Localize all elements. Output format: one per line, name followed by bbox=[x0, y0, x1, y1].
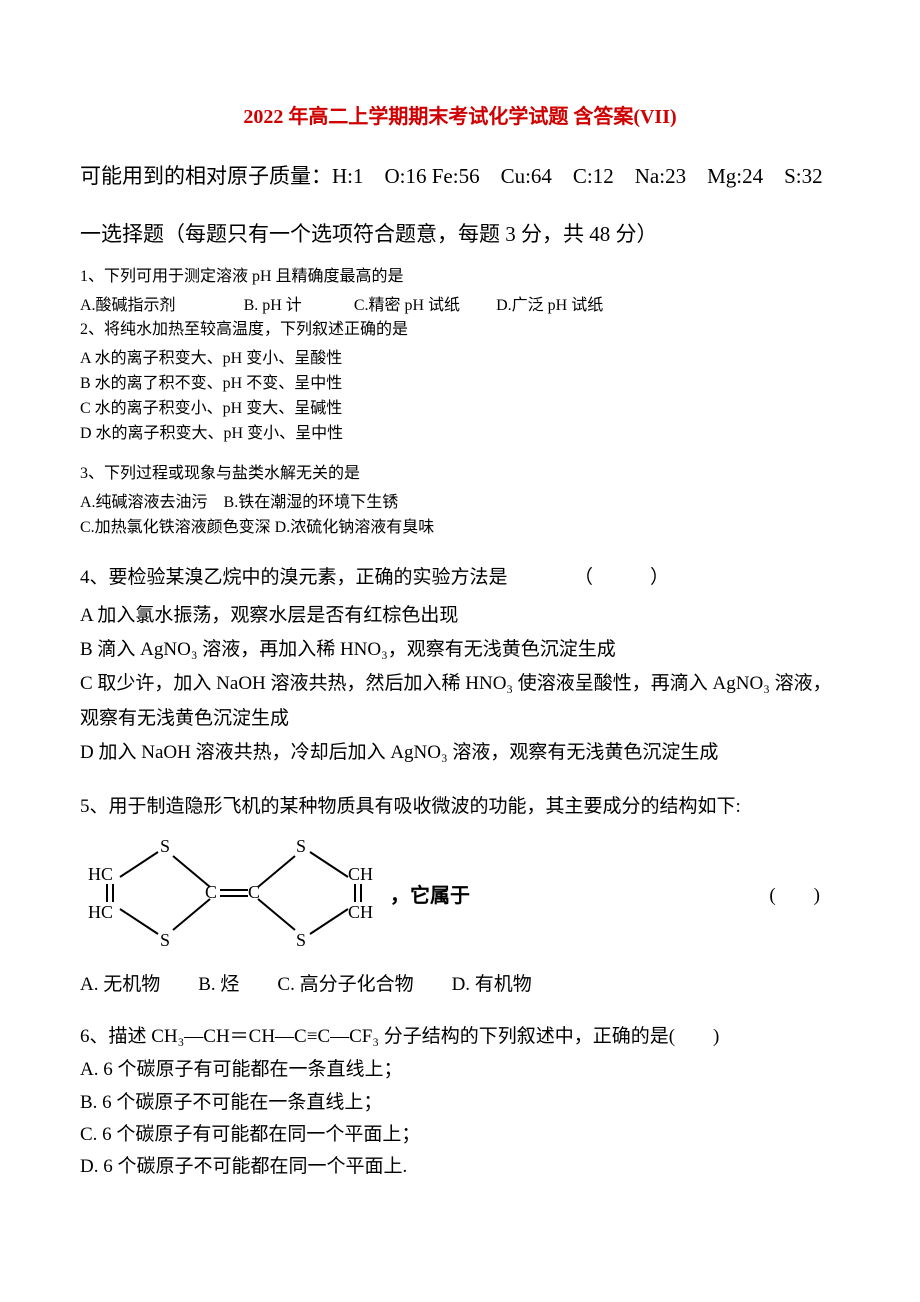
q6-stem: 6、描述 CH₃—CH＝CH—C≡C—CF₃ 分子结构的下列叙述中，正确的是( … bbox=[80, 1020, 840, 1054]
q4-optA: A 加入氯水振荡，观察水层是否有红棕色出现 bbox=[80, 599, 840, 633]
q4-stem: 4、要检验某溴乙烷中的溴元素，正确的实验方法是 （ ） bbox=[80, 561, 840, 595]
q4-optD: D 加入 NaOH 溶液共热，冷却后加入 AgNO₃ 溶液，观察有无浅黄色沉淀生… bbox=[80, 736, 840, 770]
molecule-diagram: S S HC HC C C S S CH CH bbox=[80, 832, 380, 954]
exam-title: 2022 年高二上学期期末考试化学试题 含答案(VII) bbox=[80, 100, 840, 129]
q3-line2: C.加热氯化铁溶液颜色变深 D.浓硫化钠溶液有臭味 bbox=[80, 516, 840, 541]
q6-optD: D. 6 个碳原子不可能都在同一个平面上. bbox=[80, 1151, 840, 1183]
q5-belongs: ，它属于 bbox=[390, 879, 470, 908]
q3-line1: A.纯碱溶液去油污 B.铁在潮湿的环境下生锈 bbox=[80, 491, 840, 516]
label-S: S bbox=[296, 930, 306, 950]
atomic-mass-line: 可能用到的相对原子质量：H:1 O:16 Fe:56 Cu:64 C:12 Na… bbox=[80, 157, 840, 197]
q5-stem: 5、用于制造隐形飞机的某种物质具有吸收微波的功能，其主要成分的结构如下: bbox=[80, 790, 840, 824]
label-CH: CH bbox=[348, 902, 373, 922]
label-HC: HC bbox=[88, 902, 113, 922]
q6-optA: A. 6 个碳原子有可能都在一条直线上； bbox=[80, 1054, 840, 1086]
q5-options: A. 无机物 B. 烃 C. 高分子化合物 D. 有机物 bbox=[80, 968, 840, 1002]
q3-stem: 3、下列过程或现象与盐类水解无关的是 bbox=[80, 462, 840, 487]
q2-stem: 2、将纯水加热至较高温度，下列叙述正确的是 bbox=[80, 318, 840, 343]
label-CH: CH bbox=[348, 864, 373, 884]
label-S: S bbox=[296, 836, 306, 856]
q2-optB: B 水的离了积不变、pH 不变、呈中性 bbox=[80, 372, 840, 397]
q5-paren: ( ) bbox=[769, 880, 840, 907]
label-S: S bbox=[160, 930, 170, 950]
q5-diagram-row: S S HC HC C C S S CH CH ，它属于 ( ) bbox=[80, 832, 840, 954]
label-C: C bbox=[248, 882, 260, 902]
label-S: S bbox=[160, 836, 170, 856]
exam-page: 2022 年高二上学期期末考试化学试题 含答案(VII) 可能用到的相对原子质量… bbox=[0, 0, 920, 1244]
label-HC: HC bbox=[88, 864, 113, 884]
q2-optA: A 水的离子积变大、pH 变小、呈酸性 bbox=[80, 347, 840, 372]
label-C: C bbox=[205, 882, 217, 902]
q6-optC: C. 6 个碳原子有可能都在同一个平面上； bbox=[80, 1119, 840, 1151]
q1-optA: A.酸碱指示剂 bbox=[80, 297, 176, 314]
q2-optD: D 水的离子积变大、pH 变小、呈中性 bbox=[80, 422, 840, 447]
section-header: 一选择题（每题只有一个选项符合题意，每题 3 分，共 48 分） bbox=[80, 215, 840, 255]
q6-optB: B. 6 个碳原子不可能在一条直线上； bbox=[80, 1087, 840, 1119]
q1-optB: B. pH 计 bbox=[244, 297, 302, 314]
q4-optB: B 滴入 AgNO₃ 溶液，再加入稀 HNO₃，观察有无浅黄色沉淀生成 bbox=[80, 633, 840, 667]
q1-optD: D.广泛 pH 试纸 bbox=[496, 297, 603, 314]
q4-optC: C 取少许，加入 NaOH 溶液共热，然后加入稀 HNO₃ 使溶液呈酸性，再滴入… bbox=[80, 667, 840, 735]
q1-stem: 1、下列可用于测定溶液 pH 且精确度最高的是 bbox=[80, 265, 840, 290]
q2-optC: C 水的离子积变小、pH 变大、呈碱性 bbox=[80, 397, 840, 422]
q1-options: A.酸碱指示剂 B. pH 计 C.精密 pH 试纸 D.广泛 pH 试纸 bbox=[80, 294, 840, 319]
q1-optC: C.精密 pH 试纸 bbox=[354, 297, 460, 314]
